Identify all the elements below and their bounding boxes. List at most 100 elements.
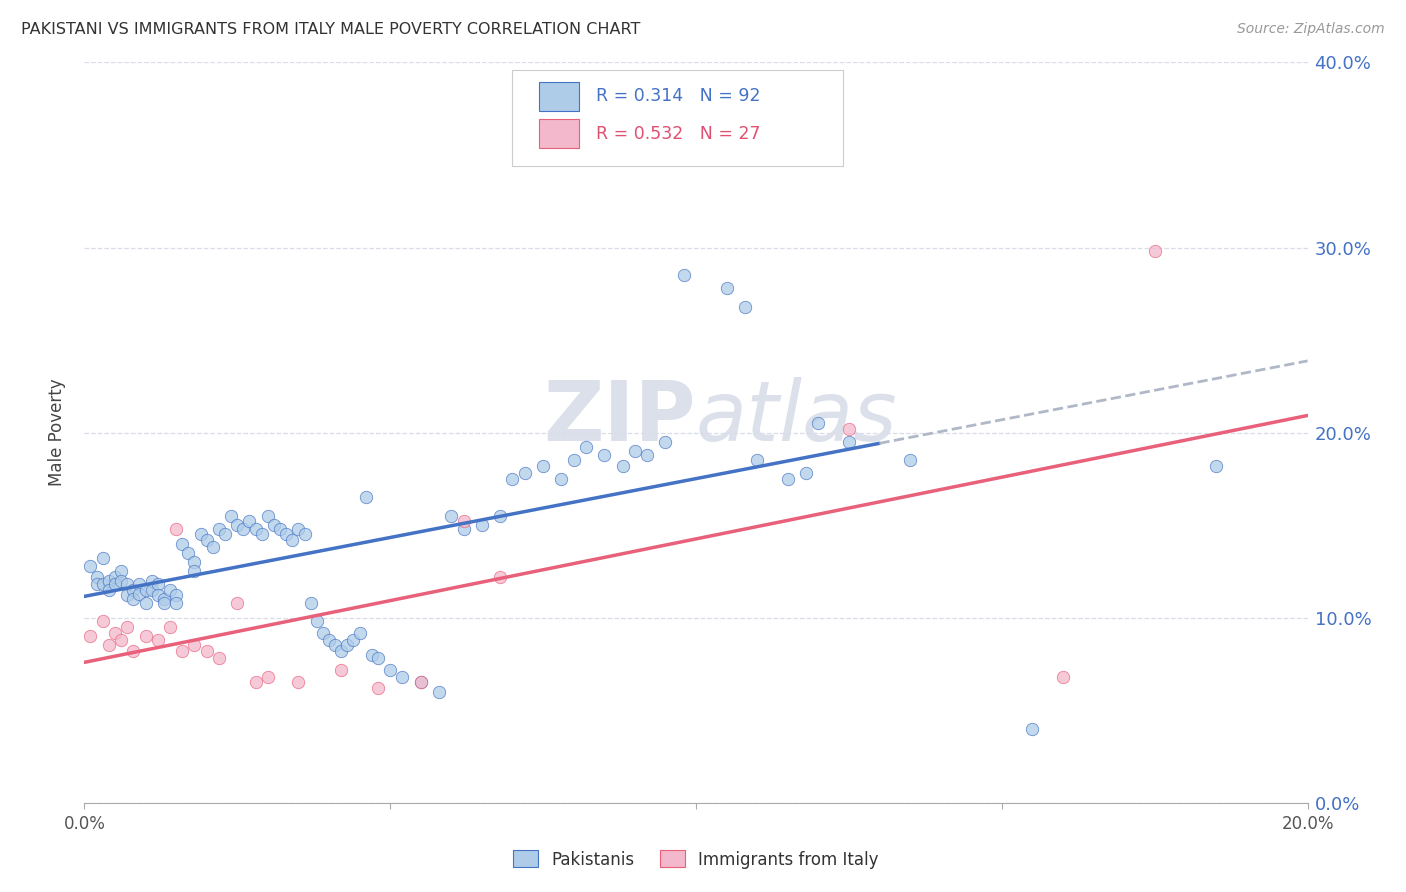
Point	[747, 453, 769, 467]
Point	[409, 675, 432, 690]
Point	[354, 491, 377, 505]
Point	[312, 625, 335, 640]
Point	[734, 300, 756, 314]
Point	[257, 508, 280, 523]
Point	[214, 527, 236, 541]
Point	[349, 625, 371, 640]
Point	[97, 582, 120, 597]
Point	[245, 675, 267, 690]
Point	[141, 574, 163, 588]
Point	[575, 441, 598, 455]
Point	[135, 596, 157, 610]
Point	[550, 472, 572, 486]
Point	[276, 527, 298, 541]
Point	[153, 592, 176, 607]
Point	[153, 596, 176, 610]
Point	[86, 570, 108, 584]
Point	[165, 589, 187, 603]
Legend: Pakistanis, Immigrants from Italy: Pakistanis, Immigrants from Italy	[513, 850, 879, 869]
Point	[172, 536, 194, 550]
Point	[440, 508, 463, 523]
Point	[294, 527, 316, 541]
Point	[562, 453, 585, 467]
Point	[898, 453, 921, 467]
Point	[776, 472, 799, 486]
Point	[838, 422, 860, 436]
Point	[128, 577, 150, 591]
Point	[110, 632, 132, 647]
Point	[146, 577, 169, 591]
Point	[208, 651, 231, 665]
Point	[141, 582, 163, 597]
Point	[115, 577, 138, 591]
Point	[97, 574, 120, 588]
Point	[502, 472, 524, 486]
Point	[146, 632, 169, 647]
Point	[195, 644, 218, 658]
Point	[323, 639, 346, 653]
Text: R = 0.532   N = 27: R = 0.532 N = 27	[596, 125, 761, 143]
Point	[330, 644, 353, 658]
Point	[624, 444, 647, 458]
Point	[226, 518, 249, 533]
Point	[305, 615, 328, 629]
Point	[122, 592, 145, 607]
Point	[287, 522, 309, 536]
Point	[135, 582, 157, 597]
FancyBboxPatch shape	[513, 70, 842, 166]
Point	[86, 577, 108, 591]
Point	[367, 651, 389, 665]
Point	[612, 458, 634, 473]
Point	[342, 632, 364, 647]
Point	[453, 522, 475, 536]
Point	[122, 644, 145, 658]
Point	[97, 639, 120, 653]
Point	[146, 589, 169, 603]
Point	[122, 582, 145, 597]
Point	[318, 632, 340, 647]
FancyBboxPatch shape	[540, 120, 578, 147]
Point	[716, 281, 738, 295]
Point	[489, 508, 512, 523]
Point	[489, 570, 512, 584]
Point	[208, 522, 231, 536]
Point	[391, 670, 413, 684]
Point	[104, 577, 127, 591]
Point	[281, 533, 304, 547]
Point	[513, 467, 536, 481]
Point	[183, 639, 205, 653]
Point	[201, 541, 224, 555]
Point	[165, 596, 187, 610]
Point	[159, 620, 181, 634]
Point	[115, 589, 138, 603]
Point	[177, 546, 200, 560]
Text: atlas: atlas	[696, 377, 897, 458]
Point	[257, 670, 280, 684]
Point	[360, 648, 382, 662]
Point	[91, 615, 114, 629]
Point	[672, 268, 695, 283]
Point	[195, 533, 218, 547]
Point	[654, 434, 676, 449]
Point	[79, 558, 101, 573]
Point	[1052, 670, 1074, 684]
Point	[380, 663, 402, 677]
Point	[263, 518, 285, 533]
Point	[1205, 458, 1227, 473]
FancyBboxPatch shape	[540, 82, 578, 111]
Point	[226, 596, 249, 610]
Point	[1021, 722, 1043, 736]
Point	[135, 629, 157, 643]
Point	[91, 551, 114, 566]
Point	[427, 685, 450, 699]
Text: PAKISTANI VS IMMIGRANTS FROM ITALY MALE POVERTY CORRELATION CHART: PAKISTANI VS IMMIGRANTS FROM ITALY MALE …	[21, 22, 641, 37]
Point	[299, 596, 322, 610]
Point	[838, 434, 860, 449]
Point	[471, 518, 494, 533]
Point	[269, 522, 291, 536]
Text: R = 0.314   N = 92: R = 0.314 N = 92	[596, 87, 761, 105]
Point	[190, 527, 212, 541]
Point	[79, 629, 101, 643]
Point	[1143, 244, 1166, 259]
Point	[110, 574, 132, 588]
